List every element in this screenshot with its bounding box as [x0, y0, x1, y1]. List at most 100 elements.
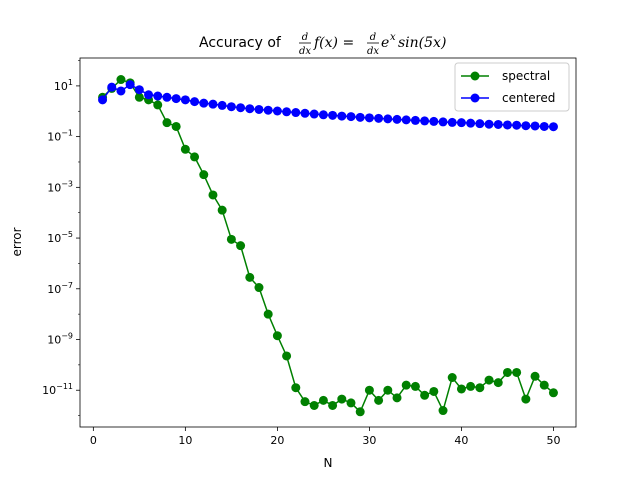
data-point-spectral [383, 385, 393, 395]
y-axis: 101 10−1 10−3 10−5 10−7 10−9 10−11 [42, 60, 80, 416]
data-point-centered [429, 116, 439, 126]
title-exp: x [390, 32, 396, 43]
data-point-centered [116, 86, 126, 96]
data-point-spectral [300, 397, 310, 407]
data-point-centered [318, 110, 328, 120]
data-point-spectral [134, 92, 144, 102]
data-point-centered [548, 122, 558, 132]
data-point-spectral [401, 380, 411, 390]
data-point-spectral [364, 385, 374, 395]
x-tick-label: 50 [546, 434, 560, 447]
data-point-spectral [429, 386, 439, 396]
legend-label-spectral: spectral [502, 69, 550, 83]
data-point-centered [530, 121, 540, 131]
data-point-spectral [512, 367, 522, 377]
data-point-spectral [374, 395, 384, 405]
y-tick-label: 10−11 [42, 382, 73, 397]
data-point-centered [337, 111, 347, 121]
data-point-centered [475, 119, 485, 129]
data-point-spectral [493, 378, 503, 388]
data-point-centered [346, 112, 356, 122]
title-f-of-x: f(x) = [313, 35, 354, 51]
data-point-centered [328, 110, 338, 120]
data-point-centered [420, 116, 430, 126]
data-point-centered [282, 107, 292, 117]
data-point-spectral [162, 118, 172, 128]
data-point-centered [162, 92, 172, 102]
data-point-centered [456, 118, 466, 128]
x-tick-label: 30 [362, 434, 376, 447]
legend-marker-spectral [470, 71, 480, 81]
data-point-spectral [328, 400, 338, 410]
data-point-spectral [199, 170, 209, 180]
data-point-spectral [309, 400, 319, 410]
data-point-centered [98, 95, 108, 105]
data-point-spectral [217, 205, 227, 215]
data-point-centered [236, 103, 246, 113]
data-point-spectral [318, 395, 328, 405]
data-point-centered [125, 80, 135, 90]
title-frac1-den: dx [299, 46, 311, 57]
data-point-centered [410, 115, 420, 125]
data-point-spectral [180, 144, 190, 154]
title-sin: sin(5x) [398, 35, 446, 51]
data-point-spectral [236, 241, 246, 251]
data-point-spectral [447, 373, 457, 383]
data-point-spectral [291, 383, 301, 393]
data-point-spectral [282, 351, 292, 361]
data-point-spectral [530, 371, 540, 381]
x-tick-label: 0 [90, 434, 97, 447]
plot-area [80, 58, 576, 427]
data-point-centered [171, 94, 181, 104]
data-point-centered [208, 99, 218, 109]
y-tick-label: 10−7 [47, 281, 73, 296]
data-point-centered [153, 91, 163, 101]
data-point-spectral [153, 100, 163, 110]
data-point-spectral [346, 398, 356, 408]
data-point-centered [383, 114, 393, 124]
title-frac1-num: d [302, 32, 308, 43]
title-frac2-num: d [370, 32, 376, 43]
data-point-centered [355, 112, 365, 122]
data-point-centered [447, 117, 457, 127]
data-point-spectral [521, 394, 531, 404]
data-point-centered [521, 121, 531, 131]
title-e: e [381, 35, 389, 51]
x-axis-label: N [324, 456, 333, 470]
data-point-centered [226, 102, 236, 112]
axes-frame [79, 57, 577, 428]
data-point-spectral [438, 406, 448, 416]
data-point-spectral [116, 75, 126, 85]
data-point-centered [466, 118, 476, 128]
data-point-spectral [484, 375, 494, 385]
x-tick-label: 20 [270, 434, 284, 447]
data-point-centered [484, 119, 494, 129]
data-point-spectral [263, 309, 273, 319]
data-point-centered [199, 98, 209, 108]
data-point-spectral [254, 283, 264, 293]
chart-title: Accuracy of d dx f(x) = d dx e x sin(5x) [199, 32, 446, 57]
data-point-spectral [475, 383, 485, 393]
data-point-centered [374, 113, 384, 123]
data-point-centered [401, 115, 411, 125]
data-point-centered [539, 121, 549, 131]
y-tick-label: 10−5 [47, 230, 73, 245]
data-point-spectral [539, 380, 549, 390]
data-point-spectral [190, 152, 200, 162]
data-point-centered [309, 109, 319, 119]
legend-marker-centered [470, 93, 480, 103]
data-point-spectral [410, 381, 420, 391]
data-point-centered [107, 82, 117, 92]
legend-box [454, 62, 570, 112]
series-layer [98, 75, 558, 417]
y-tick-label: 101 [54, 78, 73, 93]
data-point-spectral [466, 381, 476, 391]
data-point-spectral [226, 234, 236, 244]
y-tick-label: 10−9 [47, 332, 73, 347]
data-point-centered [502, 120, 512, 130]
title-frac2-den: dx [367, 46, 379, 57]
data-point-spectral [208, 190, 218, 200]
data-point-centered [512, 120, 522, 130]
data-point-centered [392, 114, 402, 124]
x-tick-label: 10 [178, 434, 192, 447]
